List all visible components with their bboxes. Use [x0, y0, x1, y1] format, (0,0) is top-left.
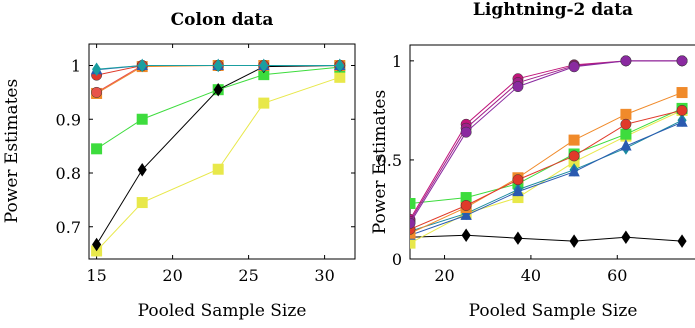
data-point-circle: [620, 55, 632, 67]
data-point-diamond: [137, 163, 147, 177]
data-point-square: [212, 163, 224, 175]
series-path: [410, 92, 683, 234]
y-tick-label: 0.7: [56, 218, 81, 237]
series-layer: [410, 55, 688, 249]
data-point-diamond: [213, 58, 223, 73]
data-point-triangle: [460, 208, 472, 220]
data-point-diamond: [461, 228, 471, 242]
data-point-diamond: [92, 62, 102, 76]
y-tick-label: 0.9: [56, 110, 81, 129]
series-line: [91, 71, 346, 257]
x-tick-label: 20: [434, 266, 454, 285]
plot-frame: [409, 44, 695, 260]
series-line: [410, 113, 687, 238]
x-tick-label: 15: [86, 266, 106, 285]
series-line: [92, 58, 345, 76]
data-point-diamond: [137, 58, 147, 73]
series-path: [410, 109, 683, 230]
data-point-diamond: [213, 82, 223, 97]
data-point-square: [136, 197, 148, 209]
data-point-circle: [460, 126, 472, 138]
data-point-square: [676, 87, 688, 99]
series-line: [410, 104, 688, 235]
data-point-diamond: [92, 237, 102, 252]
chart-title: Colon data: [171, 10, 274, 30]
data-point-triangle: [568, 164, 580, 177]
data-point-square: [91, 143, 103, 155]
data-point-circle: [91, 86, 103, 98]
data-point-diamond: [513, 231, 523, 245]
data-point-circle: [460, 200, 472, 211]
series-path: [410, 109, 683, 244]
data-point-square: [620, 108, 632, 120]
x-tick-label: 25: [238, 266, 258, 285]
plot-frame: [88, 43, 356, 260]
x-tick-label: 60: [607, 266, 627, 285]
data-point-triangle: [620, 139, 632, 151]
tick-layer: 20 40 60 0 0.5 1: [377, 52, 628, 285]
series-path: [410, 121, 683, 236]
data-point-circle: [676, 104, 688, 116]
chart-lightning-2: Lightning-2 data 20 40 60 0 0.5 1 Pooled Samp…: [370, 0, 695, 321]
data-point-diamond: [569, 234, 579, 248]
series-path: [410, 119, 683, 232]
data-point-square: [410, 198, 416, 210]
series-line: [410, 115, 688, 240]
series-line: [410, 55, 688, 229]
series-line: [410, 104, 688, 249]
y-axis-label: Power Estimates: [2, 79, 22, 223]
y-tick-label: 0: [392, 250, 402, 269]
x-axis-label: Pooled Sample Size: [469, 301, 638, 321]
series-line: [410, 55, 688, 227]
data-point-square: [620, 128, 632, 140]
data-point-diamond: [335, 58, 345, 73]
data-point-circle: [512, 81, 524, 93]
series-path: [96, 66, 340, 150]
x-axis-label: Pooled Sample Size: [138, 301, 307, 321]
chart-title: Lightning-2 data: [473, 0, 633, 20]
y-tick-label: 0.8: [56, 164, 81, 183]
data-point-circle: [512, 174, 524, 186]
data-point-square: [568, 134, 580, 146]
y-tick-label: 0.5: [377, 151, 402, 170]
data-point-circle: [410, 217, 416, 229]
y-axis-label: Power Estimates: [370, 90, 390, 234]
series-line: [410, 228, 687, 248]
series-path: [410, 234, 683, 242]
data-point-circle: [568, 61, 580, 73]
data-point-circle: [620, 118, 632, 130]
data-point-diamond: [259, 58, 269, 73]
data-point-square: [410, 237, 416, 249]
data-point-square: [334, 71, 346, 83]
tick-layer: 15 20 25 30 0.7 0.8 0.9 1: [56, 44, 355, 285]
x-tick-label: 40: [521, 266, 541, 285]
data-point-triangle: [512, 184, 524, 197]
data-point-diamond: [677, 234, 687, 248]
data-point-circle: [676, 55, 688, 67]
y-tick-label: 1: [392, 52, 402, 71]
series-layer: [90, 58, 346, 257]
y-tick-label: 1: [71, 57, 81, 76]
x-tick-label: 20: [162, 266, 182, 285]
data-point-circle: [568, 150, 580, 162]
data-point-diamond: [621, 230, 631, 244]
series-path: [410, 60, 683, 224]
series-path: [410, 60, 683, 222]
series-path: [410, 107, 683, 205]
series-line: [91, 61, 346, 155]
data-point-triangle: [676, 115, 688, 127]
series-line: [92, 58, 345, 252]
chart-colon: Colon data 15 20 25 30 0.7 0.8 0.9 1 Pooled Sam…: [2, 10, 356, 321]
data-point-square: [258, 97, 270, 109]
data-point-square: [136, 113, 148, 125]
x-tick-label: 30: [314, 266, 334, 285]
